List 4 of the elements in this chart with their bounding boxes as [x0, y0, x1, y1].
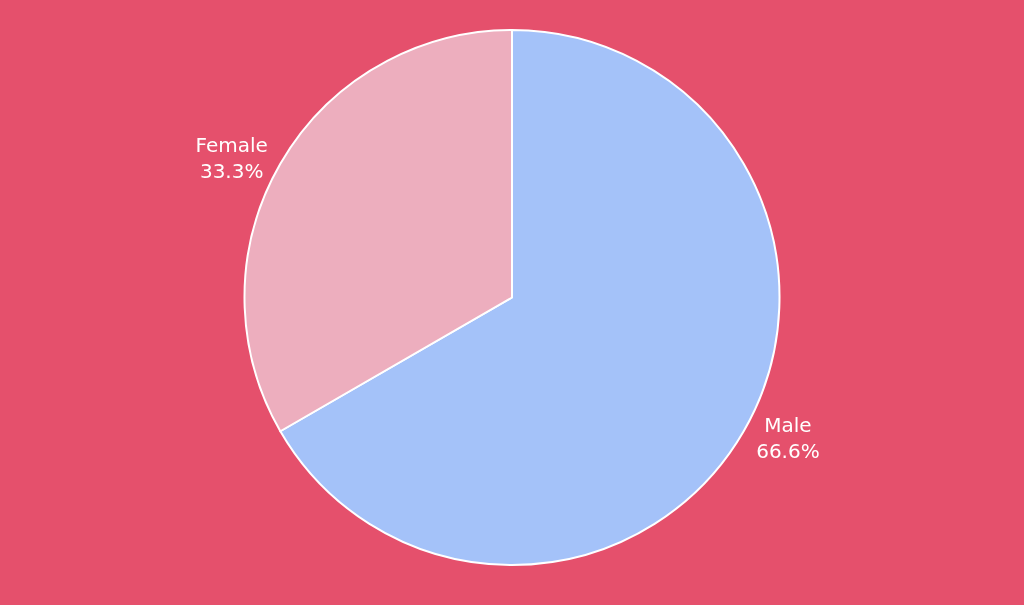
slice-label: Male: [764, 412, 812, 437]
data-label: 66.6%: [756, 438, 820, 463]
slice-label: Female: [195, 132, 268, 157]
data-label: 33.3%: [199, 158, 264, 183]
